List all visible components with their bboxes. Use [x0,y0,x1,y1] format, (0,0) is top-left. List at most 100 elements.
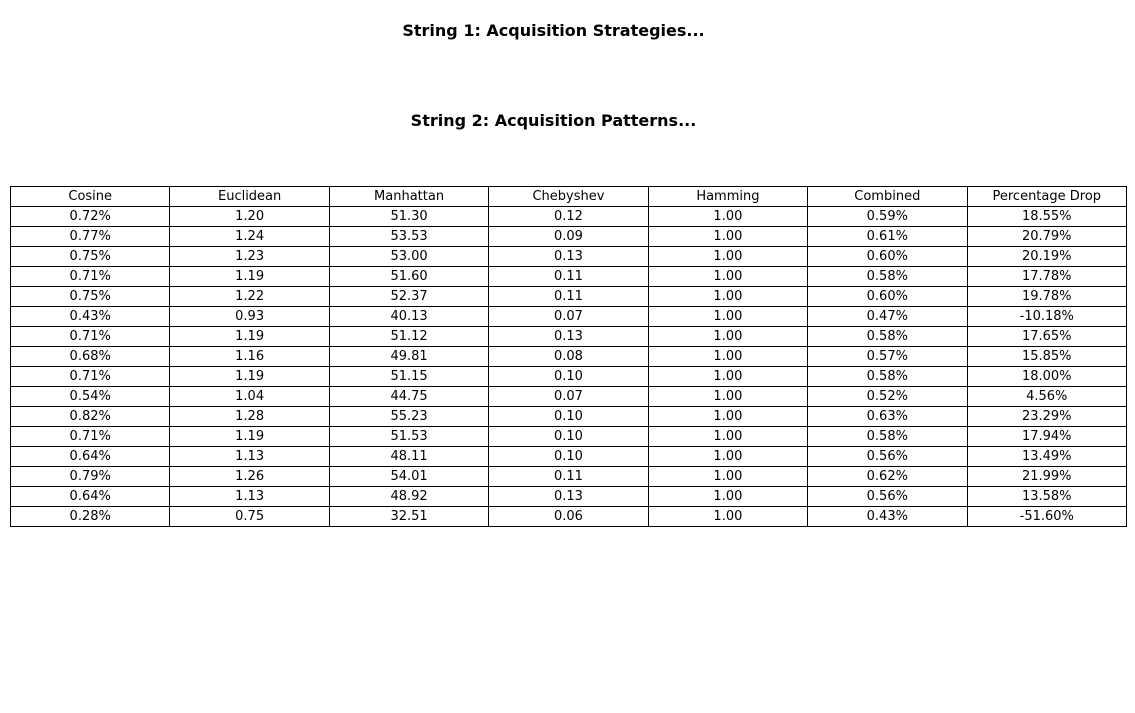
table-cell-chebyshev: 0.11 [488,286,649,307]
table-cell-chebyshev: 0.11 [488,266,649,287]
chart-title-string-2: String 2: Acquisition Patterns... [410,111,697,130]
table-cell-manhattan: 53.53 [328,226,490,247]
table-cell-combined: 0.59% [807,206,968,227]
table-cell-manhattan: 53.00 [328,246,490,267]
table-row: 0.82% 1.28 55.23 0.10 1.00 0.63% 23.29% [9,406,1128,427]
table-cell-percentage-drop: -10.18% [966,306,1128,327]
table-header-row: Cosine Euclidean Manhattan Chebyshev Hamming… [9,186,1128,207]
table-cell-cosine: 0.71% [9,326,171,347]
table-cell-chebyshev: 0.10 [488,446,649,467]
table-row: 0.75% 1.23 53.00 0.13 1.00 0.60% 20.19% [9,246,1128,267]
table-row: 0.54% 1.04 44.75 0.07 1.00 0.52% 4.56% [9,386,1128,407]
table-cell-euclidean: 1.13 [169,446,330,467]
table-cell-percentage-drop: 15.85% [966,346,1128,367]
table-cell-cosine: 0.64% [9,446,171,467]
table-cell-percentage-drop: 17.94% [966,426,1128,447]
column-header-percentage-drop: Percentage Drop [966,186,1128,207]
table-cell-percentage-drop: 17.78% [966,266,1128,287]
table-cell-percentage-drop: 19.78% [966,286,1128,307]
table-cell-euclidean: 1.04 [169,386,330,407]
table-cell-combined: 0.58% [807,366,968,387]
table-cell-euclidean: 1.20 [169,206,330,227]
table-cell-percentage-drop: 4.56% [966,386,1128,407]
column-header-hamming: Hamming [647,186,809,207]
table-cell-cosine: 0.71% [9,266,171,287]
table-cell-cosine: 0.82% [9,406,171,427]
table-cell-cosine: 0.64% [9,486,171,507]
table-cell-euclidean: 0.75 [169,506,330,527]
table-cell-euclidean: 1.28 [169,406,330,427]
table-cell-cosine: 0.54% [9,386,171,407]
table-cell-hamming: 1.00 [647,266,809,287]
table-cell-combined: 0.56% [807,446,968,467]
table-cell-combined: 0.57% [807,346,968,367]
table-cell-combined: 0.58% [807,266,968,287]
table-cell-chebyshev: 0.11 [488,466,649,487]
table-cell-hamming: 1.00 [647,306,809,327]
table-cell-hamming: 1.00 [647,246,809,267]
table-cell-hamming: 1.00 [647,206,809,227]
table-cell-euclidean: 1.23 [169,246,330,267]
table-cell-manhattan: 48.11 [328,446,490,467]
table-cell-manhattan: 32.51 [328,506,490,527]
table-cell-euclidean: 1.22 [169,286,330,307]
table-cell-percentage-drop: 18.00% [966,366,1128,387]
table-cell-manhattan: 40.13 [328,306,490,327]
table-cell-combined: 0.47% [807,306,968,327]
table-cell-hamming: 1.00 [647,406,809,427]
table-cell-combined: 0.60% [807,286,968,307]
table-cell-euclidean: 1.19 [169,326,330,347]
table-cell-cosine: 0.43% [9,306,171,327]
table-cell-euclidean: 1.13 [169,486,330,507]
table-cell-cosine: 0.28% [9,506,171,527]
table-cell-percentage-drop: 18.55% [966,206,1128,227]
table-cell-percentage-drop: 20.79% [966,226,1128,247]
column-header-manhattan: Manhattan [328,186,490,207]
table-row: 0.71% 1.19 51.15 0.10 1.00 0.58% 18.00% [9,366,1128,387]
table-cell-euclidean: 1.19 [169,426,330,447]
table-cell-manhattan: 51.15 [328,366,490,387]
table-cell-manhattan: 44.75 [328,386,490,407]
table-row: 0.71% 1.19 51.12 0.13 1.00 0.58% 17.65% [9,326,1128,347]
table-cell-combined: 0.60% [807,246,968,267]
table-cell-cosine: 0.75% [9,286,171,307]
table-cell-manhattan: 48.92 [328,486,490,507]
table-row: 0.28% 0.75 32.51 0.06 1.00 0.43% -51.60% [9,506,1128,527]
table-row: 0.71% 1.19 51.60 0.11 1.00 0.58% 17.78% [9,266,1128,287]
table-cell-euclidean: 1.26 [169,466,330,487]
table-cell-hamming: 1.00 [647,226,809,247]
table-cell-chebyshev: 0.06 [488,506,649,527]
table-cell-hamming: 1.00 [647,446,809,467]
table-cell-chebyshev: 0.13 [488,486,649,507]
table-cell-manhattan: 51.12 [328,326,490,347]
table-cell-percentage-drop: 17.65% [966,326,1128,347]
table-cell-hamming: 1.00 [647,506,809,527]
table-row: 0.64% 1.13 48.92 0.13 1.00 0.56% 13.58% [9,486,1128,507]
table-cell-cosine: 0.75% [9,246,171,267]
table-cell-percentage-drop: 21.99% [966,466,1128,487]
table-cell-chebyshev: 0.12 [488,206,649,227]
table-row: 0.71% 1.19 51.53 0.10 1.00 0.58% 17.94% [9,426,1128,447]
table-cell-chebyshev: 0.10 [488,426,649,447]
table-cell-combined: 0.61% [807,226,968,247]
table-cell-combined: 0.58% [807,426,968,447]
table-cell-chebyshev: 0.07 [488,386,649,407]
table-cell-chebyshev: 0.09 [488,226,649,247]
table-cell-cosine: 0.72% [9,206,171,227]
table-cell-manhattan: 52.37 [328,286,490,307]
table-cell-combined: 0.43% [807,506,968,527]
table-cell-chebyshev: 0.13 [488,326,649,347]
table-cell-percentage-drop: 13.49% [966,446,1128,467]
table-row: 0.75% 1.22 52.37 0.11 1.00 0.60% 19.78% [9,286,1128,307]
table-cell-manhattan: 51.30 [328,206,490,227]
table-row: 0.43% 0.93 40.13 0.07 1.00 0.47% -10.18% [9,306,1128,327]
column-header-euclidean: Euclidean [169,186,330,207]
table-cell-manhattan: 51.60 [328,266,490,287]
table-cell-combined: 0.58% [807,326,968,347]
table-cell-hamming: 1.00 [647,426,809,447]
table-cell-combined: 0.52% [807,386,968,407]
table-cell-hamming: 1.00 [647,386,809,407]
table-cell-chebyshev: 0.10 [488,366,649,387]
table-cell-combined: 0.62% [807,466,968,487]
table-cell-hamming: 1.00 [647,346,809,367]
